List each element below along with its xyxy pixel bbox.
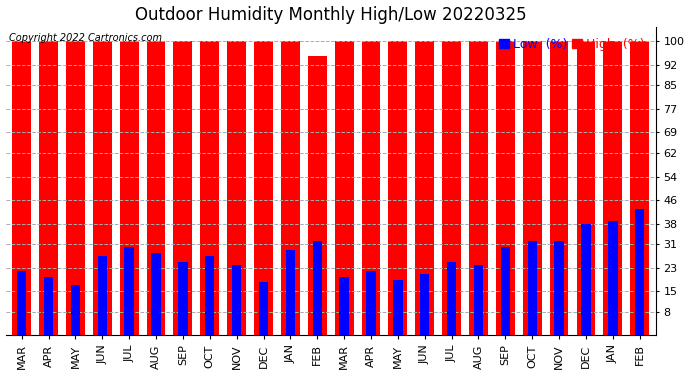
Bar bbox=[527, 241, 537, 335]
Bar bbox=[44, 277, 53, 335]
Bar bbox=[447, 262, 456, 335]
Bar bbox=[205, 256, 215, 335]
Bar bbox=[420, 274, 429, 335]
Bar bbox=[635, 209, 644, 335]
Bar bbox=[93, 41, 112, 335]
Bar bbox=[335, 41, 353, 335]
Bar bbox=[146, 41, 166, 335]
Bar bbox=[604, 41, 622, 335]
Bar bbox=[415, 41, 434, 335]
Bar bbox=[232, 265, 241, 335]
Bar bbox=[630, 41, 649, 335]
Bar bbox=[554, 241, 564, 335]
Bar bbox=[523, 41, 542, 335]
Bar bbox=[66, 41, 85, 335]
Bar bbox=[12, 41, 31, 335]
Bar bbox=[496, 41, 515, 335]
Bar bbox=[393, 279, 402, 335]
Bar bbox=[442, 41, 461, 335]
Bar bbox=[259, 282, 268, 335]
Bar bbox=[70, 285, 80, 335]
Legend: Low  (%), High  (%): Low (%), High (%) bbox=[494, 33, 649, 56]
Bar bbox=[97, 256, 107, 335]
Title: Outdoor Humidity Monthly High/Low 20220325: Outdoor Humidity Monthly High/Low 202203… bbox=[135, 6, 526, 24]
Bar bbox=[120, 41, 139, 335]
Bar bbox=[124, 247, 134, 335]
Bar bbox=[227, 41, 246, 335]
Bar bbox=[254, 41, 273, 335]
Bar bbox=[151, 253, 161, 335]
Bar bbox=[308, 56, 326, 335]
Bar bbox=[366, 271, 375, 335]
Bar bbox=[173, 41, 193, 335]
Bar bbox=[581, 224, 591, 335]
Bar bbox=[200, 41, 219, 335]
Bar bbox=[501, 247, 510, 335]
Bar bbox=[39, 41, 58, 335]
Bar bbox=[362, 41, 380, 335]
Bar bbox=[608, 220, 618, 335]
Bar bbox=[339, 277, 349, 335]
Bar bbox=[286, 250, 295, 335]
Text: Copyright 2022 Cartronics.com: Copyright 2022 Cartronics.com bbox=[9, 33, 162, 43]
Bar bbox=[388, 41, 407, 335]
Bar bbox=[469, 41, 488, 335]
Bar bbox=[17, 271, 26, 335]
Bar bbox=[474, 265, 483, 335]
Bar bbox=[281, 41, 299, 335]
Bar bbox=[550, 41, 569, 335]
Bar bbox=[178, 262, 188, 335]
Bar bbox=[577, 41, 595, 335]
Bar bbox=[313, 241, 322, 335]
